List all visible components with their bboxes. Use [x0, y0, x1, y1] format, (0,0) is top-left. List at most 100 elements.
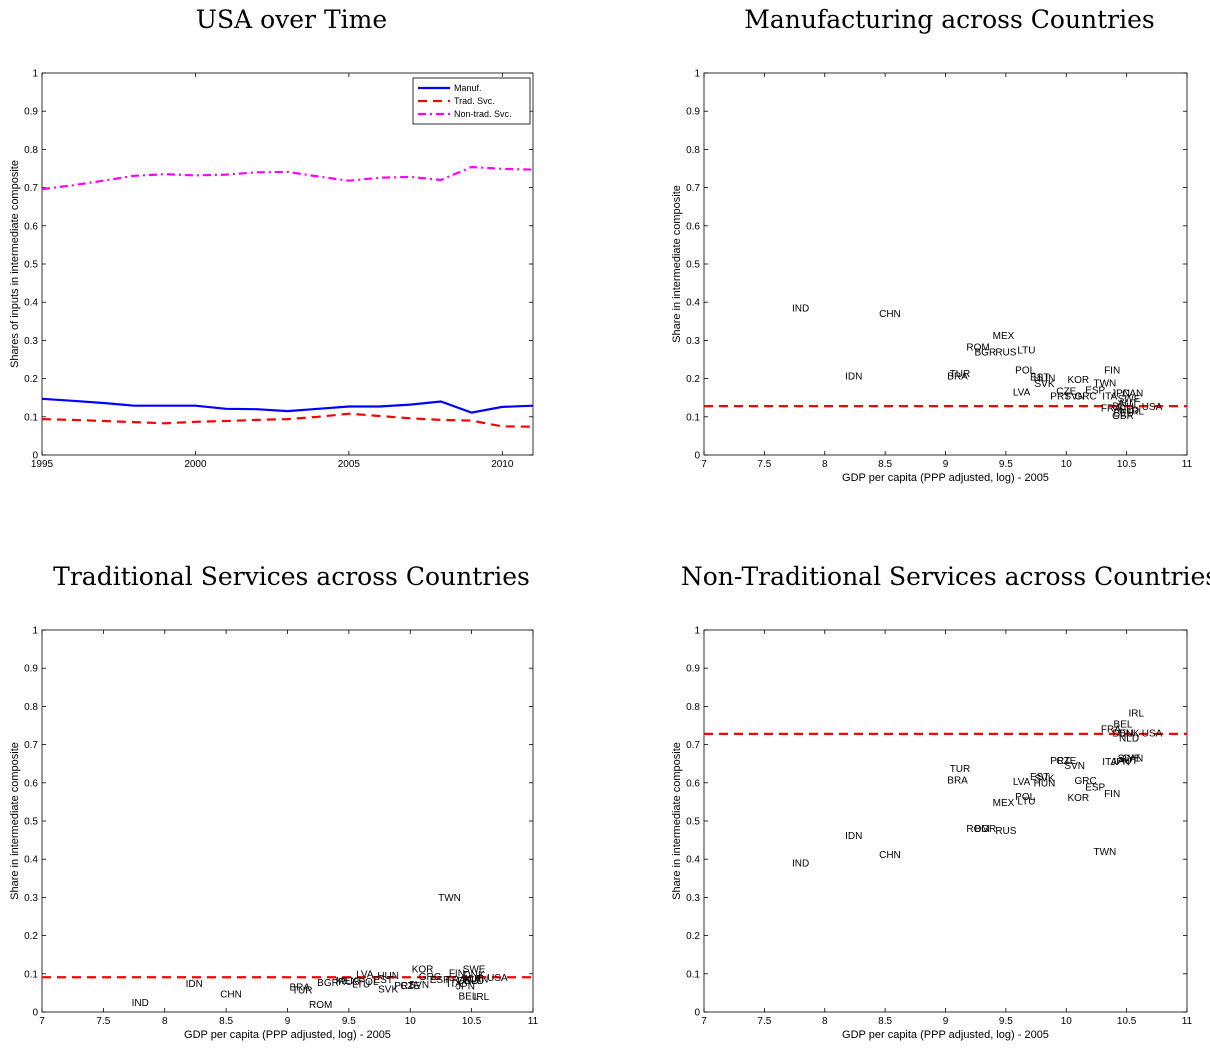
y-tick-label: 0.7: [24, 740, 38, 751]
y-tick-label: 0.4: [24, 855, 38, 866]
y-tick-label: 0.7: [686, 183, 700, 194]
y-tick-label: 0.4: [686, 298, 700, 309]
point-label-ind: IND: [132, 998, 149, 1009]
x-axis-label: GDP per capita (PPP adjusted, log) - 200…: [842, 1029, 1049, 1041]
y-tick-label: 0.9: [686, 107, 700, 118]
y-tick-label: 0.3: [686, 336, 700, 347]
point-label-gbr: GBR: [1112, 411, 1134, 422]
point-label-cze: CZE: [1056, 387, 1076, 398]
y-tick-label: 0.9: [24, 107, 38, 118]
x-tick-label: 10.5: [1117, 1016, 1137, 1027]
point-label-idn: IDN: [845, 371, 862, 382]
chart-panel-1: USA over Time 0 0.1 0.2 0.3 0.4 0.5 0.6 0.7 0.8 0.…: [9, 5, 534, 470]
series-line-trad-svc: [41, 412, 534, 428]
point-label-irl: IRL: [474, 992, 490, 1003]
point-label-ltu: LTU: [1017, 345, 1035, 356]
x-tick-label: 8: [822, 1016, 828, 1027]
point-label-chn: CHN: [220, 990, 242, 1001]
x-tick-label: 8.5: [878, 459, 892, 470]
point-label-hun: HUN: [1034, 374, 1056, 385]
point-label-chn: CHN: [879, 850, 901, 861]
x-tick-label: 2005: [338, 459, 361, 470]
point-label-bgr: BGR: [317, 978, 339, 989]
point-label-swe: SWE: [1118, 394, 1141, 405]
point-label-esp: ESP: [1085, 783, 1105, 794]
x-tick-label: 7.5: [757, 459, 771, 470]
x-axis-label: GDP per capita (PPP adjusted, log) - 200…: [184, 1029, 391, 1041]
point-label-ind: IND: [792, 859, 809, 870]
y-tick-label: 1: [694, 69, 700, 80]
point-label-svn: SVN: [1064, 761, 1085, 772]
point-label-twn: TWN: [1093, 378, 1116, 389]
x-tick-label: 11: [528, 1016, 539, 1027]
x-tick-label: 8: [822, 459, 828, 470]
x-tick-label: 10: [1061, 459, 1073, 470]
point-label-deu: DEU: [457, 976, 478, 987]
point-label-kor: KOR: [1067, 793, 1089, 804]
point-label-aut: AUT: [463, 974, 483, 985]
chart-panel-4: Non-Traditional Services across Countrie…: [671, 562, 1210, 1041]
y-tick-label: 0.8: [686, 145, 700, 156]
y-tick-label: 1: [694, 626, 700, 637]
point-label-lva: LVA: [1013, 387, 1031, 398]
y-tick-label: 0.2: [686, 374, 700, 385]
y-axis-label: Shares of inputs in intermediate composi…: [9, 160, 21, 368]
y-tick-label: 0.1: [686, 969, 700, 980]
x-tick-label: 9.5: [342, 1016, 356, 1027]
x-tick-label: 7: [701, 1016, 707, 1027]
x-tick-label: 10.5: [462, 1016, 482, 1027]
y-tick-label: 0.2: [24, 374, 38, 385]
point-label-nld: NLD: [464, 976, 484, 987]
point-label-rom: ROM: [966, 342, 989, 353]
y-axis-label: Share in intermediate composite: [671, 185, 683, 343]
y-tick-label: 0: [694, 451, 700, 462]
y-tick-label: 0.3: [24, 336, 38, 347]
y-tick-label: 1: [32, 626, 38, 637]
y-tick-label: 0.5: [24, 817, 38, 828]
point-label-kor: KOR: [412, 964, 434, 975]
point-label-bra: BRA: [289, 982, 310, 993]
point-label-esp: ESP: [430, 975, 450, 986]
x-tick-label: 10.5: [1117, 459, 1137, 470]
point-label-prt: PRT: [394, 981, 414, 992]
y-axis-label: Share in intermediate composite: [9, 742, 21, 900]
y-tick-label: 0.3: [24, 893, 38, 904]
point-label-est: EST: [374, 975, 393, 986]
y-tick-label: 0.7: [686, 740, 700, 751]
point-label-can: CAN: [1122, 389, 1143, 400]
point-label-tur: TUR: [950, 369, 971, 380]
point-label-jpn: JPN: [456, 982, 475, 993]
y-tick-label: 0.5: [24, 260, 38, 271]
point-label-ind: IND: [792, 303, 809, 314]
y-tick-label: 1: [32, 69, 38, 80]
point-label-rus: RUS: [995, 347, 1016, 358]
point-label-lva: LVA: [356, 969, 374, 980]
point-label-rom: ROM: [966, 824, 989, 835]
point-label-aut: AUT: [1118, 399, 1138, 410]
point-label-ltu: LTU: [1017, 797, 1035, 808]
y-tick-label: 0.8: [686, 702, 700, 713]
point-label-ita: ITA: [1102, 391, 1117, 402]
x-tick-label: 11: [1182, 459, 1193, 470]
point-label-twn: TWN: [438, 893, 461, 904]
y-axis-label: Share in intermediate composite: [671, 742, 683, 900]
point-label-grc: GRC: [419, 972, 441, 983]
axes-box: [41, 72, 534, 456]
x-tick-label: 10: [405, 1016, 417, 1027]
point-label-kor: KOR: [1067, 375, 1089, 386]
point-label-prt: PRT: [1050, 756, 1070, 767]
axes-box: [41, 629, 534, 1013]
point-label-can: CAN: [467, 975, 488, 986]
chart-title: Manufacturing across Countries: [744, 5, 1155, 34]
y-tick-label: 0: [694, 1008, 700, 1019]
point-label-mex: MEX: [993, 331, 1015, 342]
point-label-irl: IRL: [1129, 708, 1145, 719]
point-label-est: EST: [1030, 373, 1049, 384]
point-label-mex: MEX: [993, 798, 1015, 809]
y-tick-label: 0.9: [686, 664, 700, 675]
x-tick-label: 8: [162, 1016, 168, 1027]
x-tick-label: 1995: [31, 459, 54, 470]
y-tick-label: 0.1: [686, 412, 700, 423]
point-label-nld: NLD: [1119, 734, 1139, 745]
point-label-twn: TWN: [1093, 847, 1116, 858]
